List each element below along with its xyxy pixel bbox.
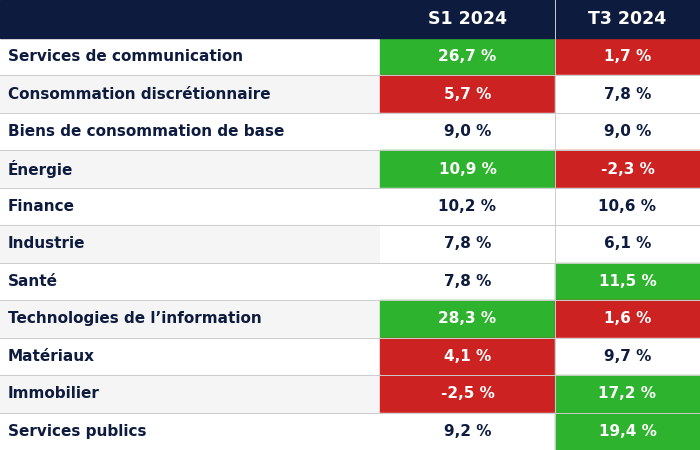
Bar <box>380 225 555 263</box>
Text: Matériaux: Matériaux <box>8 349 95 364</box>
Text: 11,5 %: 11,5 % <box>598 274 657 289</box>
Bar <box>0 300 380 338</box>
Text: 6,1 %: 6,1 % <box>604 237 651 252</box>
Bar <box>555 76 700 113</box>
Text: 7,8 %: 7,8 % <box>444 237 491 252</box>
Bar <box>380 188 555 225</box>
Text: Services de communication: Services de communication <box>8 49 243 64</box>
Text: 9,7 %: 9,7 % <box>604 349 651 364</box>
Text: T3 2024: T3 2024 <box>589 10 666 28</box>
Bar <box>555 150 700 188</box>
Text: Services publics: Services publics <box>8 424 146 439</box>
Bar <box>0 113 380 150</box>
Text: 19,4 %: 19,4 % <box>598 424 657 439</box>
Text: 9,0 %: 9,0 % <box>444 124 491 139</box>
Bar <box>555 413 700 450</box>
Text: 9,0 %: 9,0 % <box>604 124 651 139</box>
Text: 9,2 %: 9,2 % <box>444 424 491 439</box>
Text: -2,5 %: -2,5 % <box>440 386 494 401</box>
Text: 1,7 %: 1,7 % <box>604 49 651 64</box>
Bar <box>555 188 700 225</box>
Text: 28,3 %: 28,3 % <box>438 311 496 326</box>
Text: S1 2024: S1 2024 <box>428 10 507 28</box>
Text: Consommation discrétionnaire: Consommation discrétionnaire <box>8 87 271 102</box>
Text: 26,7 %: 26,7 % <box>438 49 496 64</box>
Text: -2,3 %: -2,3 % <box>601 162 655 176</box>
Bar <box>0 150 380 188</box>
Text: Santé: Santé <box>8 274 58 289</box>
Text: 4,1 %: 4,1 % <box>444 349 491 364</box>
Bar <box>380 150 555 188</box>
Bar <box>555 113 700 150</box>
Bar <box>380 38 555 76</box>
Bar <box>0 76 380 113</box>
Text: 7,8 %: 7,8 % <box>604 87 651 102</box>
Text: 1,6 %: 1,6 % <box>604 311 651 326</box>
Text: 10,9 %: 10,9 % <box>439 162 496 176</box>
Bar <box>380 413 555 450</box>
Bar <box>380 263 555 300</box>
Bar <box>380 113 555 150</box>
Text: 10,6 %: 10,6 % <box>598 199 657 214</box>
Bar <box>555 263 700 300</box>
Bar <box>380 375 555 413</box>
Bar <box>0 188 380 225</box>
Bar <box>555 338 700 375</box>
Bar <box>555 38 700 76</box>
Bar <box>0 0 700 38</box>
Text: 5,7 %: 5,7 % <box>444 87 491 102</box>
Bar <box>0 38 380 76</box>
Text: Industrie: Industrie <box>8 237 85 252</box>
Text: 17,2 %: 17,2 % <box>598 386 657 401</box>
Bar <box>0 375 380 413</box>
Bar <box>0 263 380 300</box>
Bar <box>0 413 380 450</box>
Text: Biens de consommation de base: Biens de consommation de base <box>8 124 284 139</box>
Text: 10,2 %: 10,2 % <box>438 199 496 214</box>
Bar <box>380 76 555 113</box>
Bar <box>555 225 700 263</box>
Bar <box>555 300 700 338</box>
Bar <box>0 338 380 375</box>
Text: 7,8 %: 7,8 % <box>444 274 491 289</box>
Text: Finance: Finance <box>8 199 75 214</box>
Bar <box>380 300 555 338</box>
Bar <box>0 225 380 263</box>
Bar <box>555 375 700 413</box>
Text: Technologies de l’information: Technologies de l’information <box>8 311 262 326</box>
Text: Immobilier: Immobilier <box>8 386 100 401</box>
Text: Énergie: Énergie <box>8 160 74 178</box>
Bar <box>380 338 555 375</box>
